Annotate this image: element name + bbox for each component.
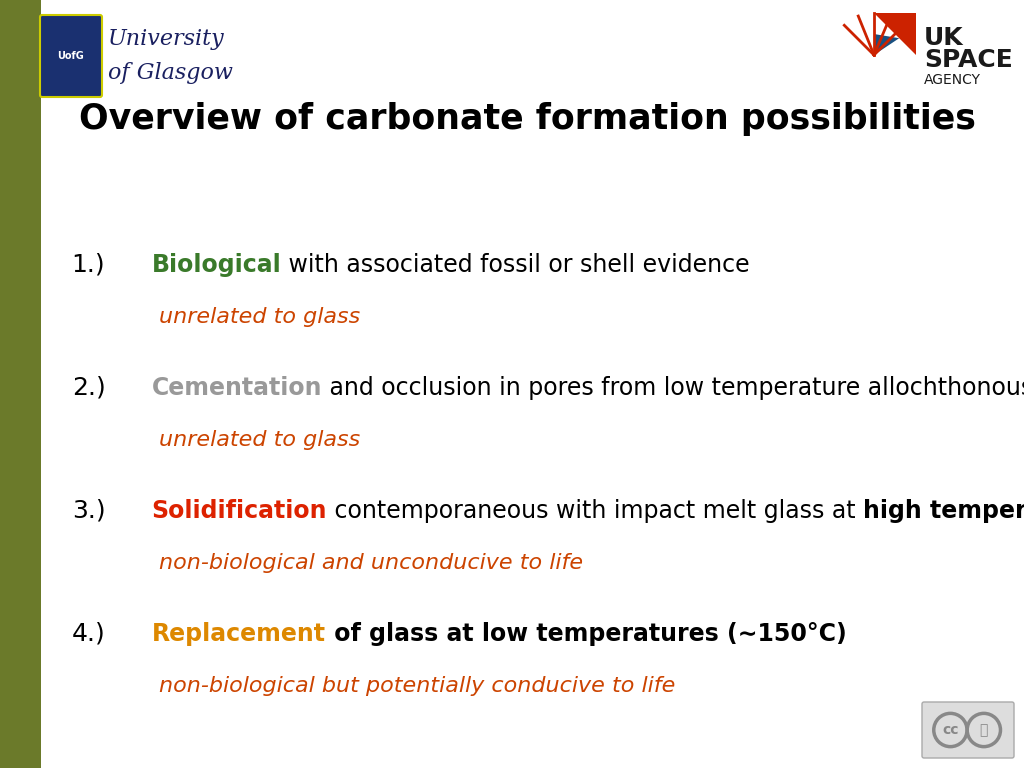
Text: cc: cc <box>942 723 958 737</box>
Text: ⓑ: ⓑ <box>980 723 988 737</box>
Polygon shape <box>874 13 916 55</box>
Polygon shape <box>874 34 899 55</box>
Text: Biological: Biological <box>152 253 282 277</box>
Text: Overview of carbonate formation possibilities: Overview of carbonate formation possibil… <box>79 102 976 136</box>
FancyBboxPatch shape <box>922 702 1014 758</box>
Text: high temperature: high temperature <box>863 498 1024 523</box>
Text: contemporaneous with impact melt glass at: contemporaneous with impact melt glass a… <box>327 498 863 523</box>
Text: UK: UK <box>924 26 964 50</box>
Text: Cementation: Cementation <box>152 376 323 400</box>
Text: AGENCY: AGENCY <box>924 73 981 87</box>
Text: with associated fossil or shell evidence: with associated fossil or shell evidence <box>282 253 750 277</box>
FancyBboxPatch shape <box>40 15 102 97</box>
Text: non-biological and unconducive to life: non-biological and unconducive to life <box>159 553 583 573</box>
Text: University: University <box>108 28 224 50</box>
Text: unrelated to glass: unrelated to glass <box>159 307 360 327</box>
Text: 3.): 3.) <box>72 498 105 523</box>
Text: 2.): 2.) <box>72 376 105 400</box>
Bar <box>0 0 41 768</box>
Text: Replacement: Replacement <box>152 621 326 646</box>
Text: Solidification: Solidification <box>152 498 327 523</box>
Text: of Glasgow: of Glasgow <box>108 62 232 84</box>
Text: non-biological but potentially conducive to life: non-biological but potentially conducive… <box>159 676 675 696</box>
Text: SPACE: SPACE <box>924 48 1013 72</box>
Text: of glass at low temperatures (∼150°C): of glass at low temperatures (∼150°C) <box>326 621 846 646</box>
Text: 1.): 1.) <box>72 253 105 277</box>
Text: UofG: UofG <box>57 51 84 61</box>
Text: unrelated to glass: unrelated to glass <box>159 430 360 450</box>
Text: 4.): 4.) <box>72 621 105 646</box>
Text: and occlusion in pores from low temperature allochthonous fluids: and occlusion in pores from low temperat… <box>323 376 1024 400</box>
